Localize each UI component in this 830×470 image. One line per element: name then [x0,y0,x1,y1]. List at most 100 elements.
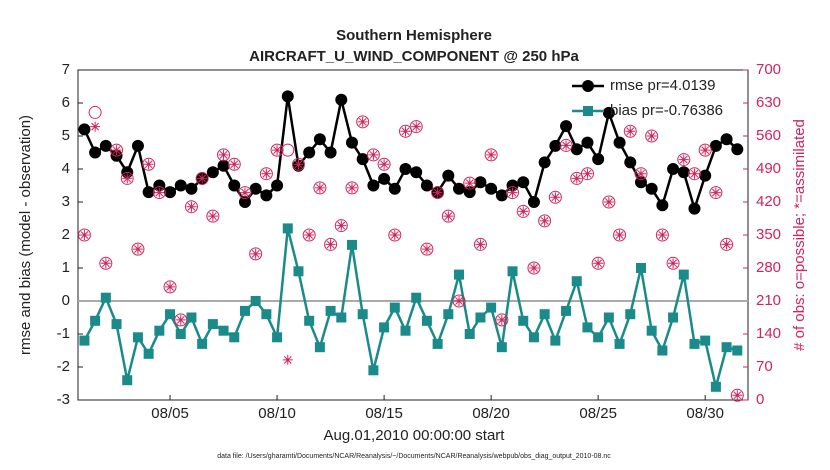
legend-marker [582,80,594,92]
rmse-marker [281,90,294,103]
rmse-marker [570,143,583,156]
possible-marker [110,143,124,157]
bias-marker [389,302,400,313]
assimilated-marker [550,192,561,203]
bias-marker [154,325,165,336]
x-tick-label: 08/25 [579,405,617,422]
y2-tick-label: 210 [756,292,781,309]
legend-label: bias pr=-0.76386 [610,102,723,119]
rmse-marker [485,182,498,195]
bias-marker [186,312,197,323]
assimilated-marker [625,126,636,137]
x-tick-label: 08/10 [258,405,296,422]
rmse-marker [131,139,144,152]
y-tick-label: -3 [57,391,70,408]
assimilated-marker [389,230,400,240]
rmse-marker [581,136,594,149]
possible-marker [677,153,691,167]
rmse-marker [453,182,466,195]
bias-marker [421,315,432,326]
assimilated-marker [186,201,197,212]
bias-marker [443,309,454,320]
bias-marker [293,266,304,277]
possible-marker [527,261,541,275]
assimilated-marker [314,182,325,193]
y-axis-label: rmse and bias (model - observation) [17,115,34,355]
assimilated-marker [475,239,486,250]
x-tick-label: 08/20 [472,405,510,422]
rmse-marker [645,182,658,195]
rmse-marker [410,166,423,179]
bias-marker [657,345,668,356]
rmse-marker [495,189,508,202]
rmse-marker [206,166,219,179]
possible-marker [516,204,530,218]
rmse-marker [699,169,712,182]
bias-marker [603,312,614,323]
possible-marker [720,237,734,251]
bias-marker [175,329,186,339]
bias-marker [272,332,283,343]
rmse-marker [420,179,433,192]
assimilated-marker [496,314,507,325]
rmse-marker [335,93,348,106]
assimilated-marker [325,239,336,250]
rmse-marker [356,153,369,166]
assimilated-marker [304,230,315,240]
rmse-marker [656,199,669,212]
bias-marker [614,338,625,349]
rmse-marker [442,169,455,182]
y2-tick-label: 700 [756,61,781,78]
bias-marker [432,338,443,349]
y2-tick-label: 490 [756,160,781,177]
y-tick-label: 5 [62,127,70,144]
possible-marker [334,219,348,233]
assimilated-marker [79,230,90,240]
assimilated-marker [218,149,229,160]
possible-marker [142,157,156,171]
possible-marker [195,171,209,185]
y-tick-label: 0 [62,292,70,309]
bias-marker [539,309,550,320]
bias-marker [132,332,143,343]
possible-marker [302,228,316,242]
possible-marker [217,148,231,162]
assimilated-marker [432,187,443,198]
rmse-marker [549,139,562,152]
possible-marker [559,138,573,152]
x-tick-label: 08/30 [686,405,724,422]
possible-marker [227,157,241,171]
rmse-marker [313,133,326,146]
possible-marker [324,237,338,251]
bias-marker [229,332,240,343]
assimilated-marker [518,206,529,217]
assimilated-marker [689,168,700,179]
rmse-marker [303,146,316,159]
assimilated-marker [336,220,347,231]
x-tick-label: 08/15 [365,405,403,422]
assimilated-marker [539,215,550,226]
bias-marker [325,305,336,316]
possible-marker [687,167,701,181]
y2-tick-label: 630 [756,94,781,111]
bias-marker [165,309,176,320]
y-tick-label: 6 [62,94,70,111]
assimilated-marker [357,116,368,127]
possible-marker [570,171,584,185]
assimilated-marker [229,159,240,170]
rmse-marker [260,189,273,202]
bias-marker [454,269,465,280]
y-tick-label: 4 [62,160,70,177]
possible-marker [431,186,445,200]
rmse-marker [527,196,540,208]
rmse-marker [709,139,722,152]
y2-tick-label: 280 [756,259,781,276]
assimilated-marker [411,121,422,132]
rmse-marker [153,179,166,192]
bias-marker [379,322,390,333]
assimilated-marker [346,182,357,193]
possible-marker [345,181,359,195]
bias-marker [197,338,208,349]
rmse-marker [388,182,401,195]
